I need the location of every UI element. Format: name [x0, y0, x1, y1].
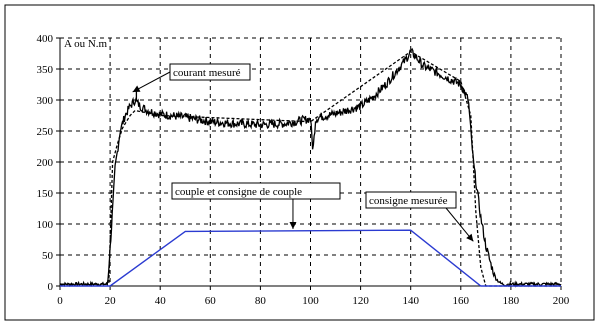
y-tick-label: 150	[37, 188, 54, 200]
x-tick-label: 120	[352, 295, 369, 307]
annotation-label: couple et consigne de couple	[175, 186, 302, 198]
axes: 0 50 100 150 200 250 300 350 400 0 20 40 60 80 100 120 1…	[37, 33, 570, 307]
series-layer	[59, 47, 562, 288]
x-tick-label: 0	[57, 295, 63, 307]
y-tick-label: 350	[37, 64, 54, 76]
y-tick-label: 100	[37, 219, 54, 231]
annotation-arrow	[445, 207, 474, 242]
x-tick-label: 20	[105, 295, 117, 307]
x-tick-label: 180	[503, 295, 520, 307]
annotation-label: consigne mesurée	[369, 195, 448, 207]
series-line	[60, 50, 561, 287]
x-tick-label: 100	[302, 295, 319, 307]
y-tick-label: 300	[37, 95, 54, 107]
x-tick-label: 80	[255, 295, 267, 307]
y-tick-label: 0	[48, 281, 54, 293]
x-tick-label: 60	[205, 295, 217, 307]
annotation-arrowhead	[132, 85, 141, 92]
annotations: courant mesuré couple et consigne de coup…	[132, 63, 474, 242]
y-tick-label: 400	[37, 33, 54, 45]
x-tick-label: 40	[155, 295, 167, 307]
annotation-arrowhead	[466, 233, 474, 242]
series-line	[59, 47, 562, 288]
y-tick-label: 200	[37, 157, 54, 169]
y-axis-label: A ou N.m	[64, 38, 108, 50]
annotation-arrow	[132, 71, 171, 93]
annotation-label: courant mesuré	[173, 67, 241, 79]
annotation-box	[171, 182, 341, 200]
x-tick-label: 200	[553, 295, 570, 307]
x-tick-label: 140	[402, 295, 419, 307]
annotation-arrowhead	[289, 221, 297, 229]
annotation-box	[365, 191, 457, 209]
y-tick-label: 250	[37, 126, 54, 138]
y-tick-label: 50	[42, 250, 54, 262]
series-line	[60, 229, 561, 287]
x-tick-label: 160	[453, 295, 470, 307]
